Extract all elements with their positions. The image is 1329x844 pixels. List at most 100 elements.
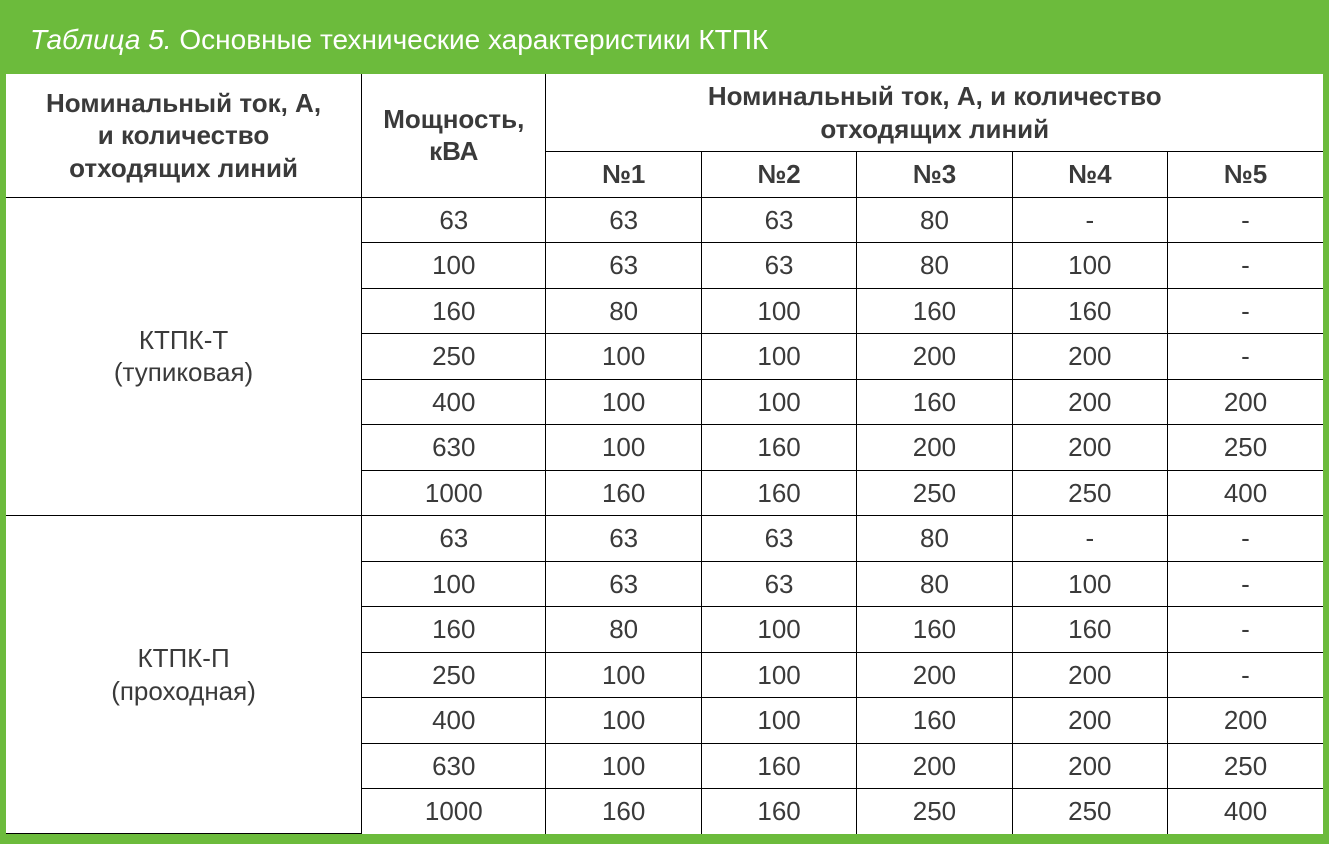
value-cell: 160	[701, 743, 856, 789]
value-cell: 100	[701, 607, 856, 653]
value-cell: 100	[546, 652, 701, 698]
value-cell: 160	[857, 288, 1012, 334]
value-cell: 160	[701, 425, 856, 471]
value-cell: 200	[1168, 698, 1323, 744]
value-cell: 100	[701, 379, 856, 425]
value-cell: 100	[1012, 561, 1167, 607]
header-group-line2: отходящих линий	[820, 114, 1049, 144]
power-cell: 63	[362, 197, 546, 243]
value-cell: 63	[546, 516, 701, 562]
section-label: КТПК-П(проходная)	[6, 516, 362, 834]
table-frame: Таблица 5. Основные технические характер…	[0, 0, 1329, 844]
value-cell: 100	[701, 334, 856, 380]
value-cell: 160	[546, 789, 701, 834]
value-cell: 100	[546, 379, 701, 425]
value-cell: 250	[1012, 470, 1167, 516]
value-cell: 160	[1012, 607, 1167, 653]
value-cell: 63	[701, 197, 856, 243]
value-cell: 63	[546, 561, 701, 607]
header-group: Номинальный ток, А, и количество отходящ…	[546, 74, 1323, 152]
value-cell: 63	[546, 197, 701, 243]
power-cell: 160	[362, 607, 546, 653]
value-cell: -	[1168, 607, 1323, 653]
value-cell: 80	[857, 516, 1012, 562]
header-col2: Мощность, кВА	[362, 74, 546, 197]
power-cell: 100	[362, 561, 546, 607]
table-row: КТПК-Т(тупиковая)63636380--	[6, 197, 1323, 243]
table-container: Номинальный ток, А, и количество отходящ…	[6, 74, 1323, 834]
power-cell: 630	[362, 743, 546, 789]
value-cell: 100	[546, 334, 701, 380]
section-label: КТПК-Т(тупиковая)	[6, 197, 362, 516]
value-cell: 80	[546, 607, 701, 653]
value-cell: -	[1168, 516, 1323, 562]
value-cell: 250	[857, 470, 1012, 516]
header-sub-4: №4	[1012, 152, 1167, 198]
title-text: Основные технические характеристики КТПК	[179, 24, 768, 55]
value-cell: 250	[857, 789, 1012, 834]
value-cell: 80	[546, 288, 701, 334]
power-cell: 160	[362, 288, 546, 334]
value-cell: -	[1012, 516, 1167, 562]
value-cell: 250	[1012, 789, 1167, 834]
header-sub-5: №5	[1168, 152, 1323, 198]
value-cell: 100	[546, 425, 701, 471]
value-cell: 100	[701, 652, 856, 698]
value-cell: -	[1168, 243, 1323, 289]
value-cell: 400	[1168, 789, 1323, 834]
table-body: КТПК-Т(тупиковая)63636380--100636380100-…	[6, 197, 1323, 834]
power-cell: 630	[362, 425, 546, 471]
value-cell: 63	[701, 516, 856, 562]
value-cell: 200	[1012, 425, 1167, 471]
header-col1-line1: Номинальный ток, А,	[46, 88, 321, 118]
power-cell: 1000	[362, 789, 546, 834]
power-cell: 1000	[362, 470, 546, 516]
power-cell: 250	[362, 334, 546, 380]
header-col1-line2: и количество	[98, 120, 270, 150]
value-cell: 80	[857, 561, 1012, 607]
value-cell: 160	[1012, 288, 1167, 334]
header-sub-1: №1	[546, 152, 701, 198]
header-col2-line2: кВА	[429, 136, 478, 166]
value-cell: 200	[1012, 743, 1167, 789]
value-cell: 160	[701, 789, 856, 834]
power-cell: 250	[362, 652, 546, 698]
value-cell: -	[1168, 561, 1323, 607]
header-col1: Номинальный ток, А, и количество отходящ…	[6, 74, 362, 197]
value-cell: 200	[1012, 698, 1167, 744]
header-col1-line3: отходящих линий	[69, 153, 298, 183]
header-col2-line1: Мощность,	[383, 104, 524, 134]
value-cell: 100	[546, 743, 701, 789]
value-cell: 200	[857, 652, 1012, 698]
header-sub-3: №3	[857, 152, 1012, 198]
value-cell: 200	[857, 334, 1012, 380]
power-cell: 400	[362, 379, 546, 425]
value-cell: -	[1168, 334, 1323, 380]
value-cell: 160	[546, 470, 701, 516]
value-cell: 160	[857, 607, 1012, 653]
value-cell: 63	[701, 561, 856, 607]
value-cell: 63	[701, 243, 856, 289]
header-sub-2: №2	[701, 152, 856, 198]
value-cell: 200	[857, 425, 1012, 471]
header-group-line1: Номинальный ток, А, и количество	[708, 81, 1162, 111]
value-cell: -	[1168, 288, 1323, 334]
power-cell: 100	[362, 243, 546, 289]
value-cell: 63	[546, 243, 701, 289]
value-cell: 100	[701, 288, 856, 334]
value-cell: 160	[701, 470, 856, 516]
value-cell: 200	[1012, 652, 1167, 698]
value-cell: 200	[857, 743, 1012, 789]
table-title: Таблица 5. Основные технические характер…	[6, 6, 1323, 74]
value-cell: 80	[857, 197, 1012, 243]
value-cell: 250	[1168, 743, 1323, 789]
table-row: КТПК-П(проходная)63636380--	[6, 516, 1323, 562]
spec-table: Номинальный ток, А, и количество отходящ…	[6, 74, 1323, 834]
value-cell: -	[1168, 197, 1323, 243]
value-cell: 400	[1168, 470, 1323, 516]
value-cell: 160	[857, 379, 1012, 425]
power-cell: 400	[362, 698, 546, 744]
value-cell: 200	[1168, 379, 1323, 425]
value-cell: 100	[701, 698, 856, 744]
value-cell: 200	[1012, 334, 1167, 380]
